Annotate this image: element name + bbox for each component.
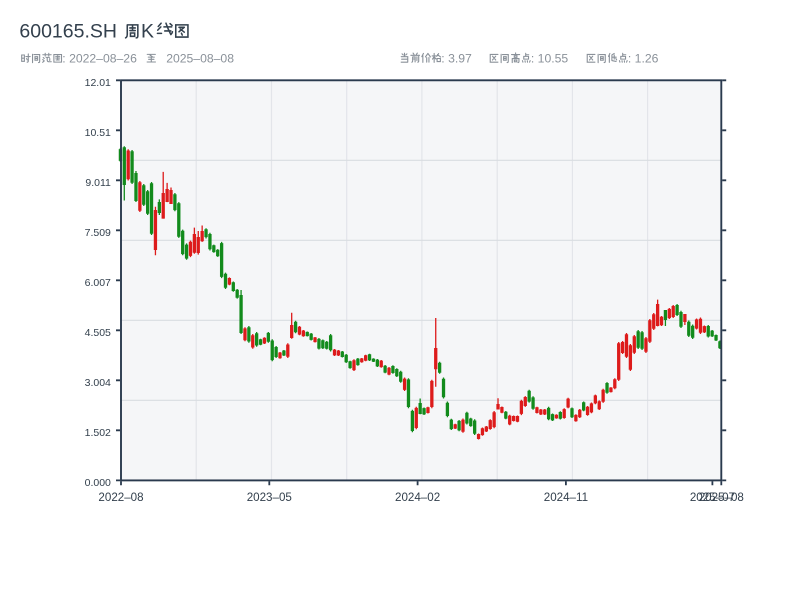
svg-text:: 10.55: : 10.55 [531,51,568,65]
svg-text:2024–02: 2024–02 [395,491,440,504]
svg-text:3.004: 3.004 [85,377,111,389]
svg-text:: 2022–08–26: : 2022–08–26 [62,51,137,65]
svg-text:2022–08: 2022–08 [98,491,143,504]
svg-text:6.007: 6.007 [85,277,111,289]
svg-text:: 1.26: : 1.26 [628,51,659,65]
svg-text:K: K [141,21,154,43]
svg-text:2024–11: 2024–11 [544,491,588,504]
svg-text:600165.SH: 600165.SH [19,21,117,43]
svg-text:: 3.97: : 3.97 [441,51,472,65]
svg-text:1.502: 1.502 [85,427,111,439]
svg-text:2025–07: 2025–07 [690,491,735,504]
svg-text:10.51: 10.51 [85,127,111,139]
svg-text:4.505: 4.505 [85,327,111,339]
svg-text:2025–08: 2025–08 [699,491,744,504]
svg-text:12.01: 12.01 [85,77,111,89]
svg-text:2025–08–08: 2025–08–08 [166,51,234,65]
svg-text:7.509: 7.509 [85,227,111,239]
svg-text:0.000: 0.000 [85,477,111,489]
svg-text:2023–05: 2023–05 [247,491,292,504]
svg-text:9.011: 9.011 [85,177,111,189]
